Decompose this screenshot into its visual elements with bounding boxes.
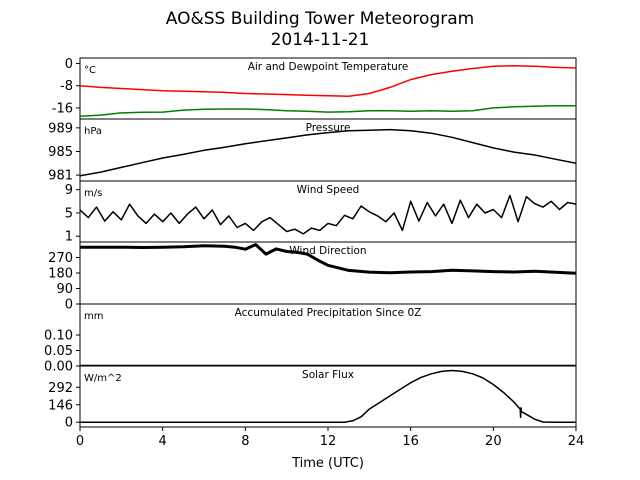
series-line-temperature-1	[80, 104, 576, 117]
x-tick-label: 20	[485, 434, 502, 449]
panel-precipitation: 0.000.050.10 mm Accumulated Precipitation …	[44, 303, 577, 375]
chart-title: AO&SS Building Tower Meteorogram	[166, 9, 474, 29]
y-tick-label: 989	[48, 121, 73, 136]
series-line-wind_speed-0	[80, 194, 576, 235]
y-tick-label: 5	[65, 206, 73, 221]
x-axis: 0 4 8 12 16 20 24	[76, 427, 584, 449]
x-tick-label: 4	[159, 434, 167, 449]
x-tick-label: 24	[568, 434, 585, 449]
x-tick-label: 12	[320, 434, 337, 449]
panel-title: Wind Direction	[289, 245, 366, 257]
y-tick-label: 0	[65, 57, 73, 72]
x-axis-label: Time (UTC)	[291, 456, 364, 471]
panel-title: Wind Speed	[297, 184, 360, 196]
chart-subtitle: 2014-11-21	[271, 30, 370, 50]
panel-title: Air and Dewpoint Temperature	[248, 61, 409, 73]
y-tick-label: 0	[65, 298, 73, 313]
y-tick-label: 90	[56, 282, 73, 297]
panel-unit-label: mm	[84, 311, 103, 322]
y-tick-label: 146	[48, 398, 73, 413]
series-line-temperature-0	[80, 65, 576, 98]
y-tick-label: 0.00	[44, 360, 73, 375]
panel-unit-label: hPa	[84, 126, 102, 137]
panel-wind_speed: 1 5 9 m/s Wind Speed	[65, 180, 577, 245]
x-tick-label: 0	[76, 434, 84, 449]
panel-title: Accumulated Precipitation Since 0Z	[235, 307, 422, 319]
x-tick-label: 16	[402, 434, 419, 449]
y-tick-label: 981	[48, 169, 73, 184]
panel-unit-label: m/s	[84, 188, 102, 199]
panel-solar_flux: 0 146 292 W/m^2 Solar Flux	[48, 365, 577, 431]
y-tick-label: 0.05	[44, 344, 73, 359]
series-line-pressure-0	[80, 128, 576, 177]
panel-title: Pressure	[306, 122, 351, 134]
series-line-solar_flux-0	[80, 369, 576, 423]
y-tick-label: 9	[65, 183, 73, 198]
y-tick-label: 985	[48, 145, 73, 160]
y-tick-label: 180	[48, 267, 73, 282]
x-tick-label: 8	[241, 434, 249, 449]
y-tick-label: 0.10	[44, 329, 73, 344]
y-tick-label: 270	[48, 251, 73, 266]
y-tick-label: 292	[48, 381, 73, 396]
y-tick-label: -8	[60, 79, 73, 94]
y-tick-label: 1	[65, 230, 73, 245]
panel-title: Solar Flux	[302, 369, 354, 381]
panel-unit-label: °C	[84, 65, 96, 76]
panels-group: 0-8-16°C Air and Dewpoint Temperature9819…	[44, 57, 577, 431]
panel-temperature: 0 -8 -16 °C Air and Dewpoint Temperature	[52, 57, 577, 120]
y-tick-label: 0	[65, 416, 73, 431]
panel-unit-label: W/m^2	[84, 373, 122, 384]
series-line-wind_direction-0	[80, 243, 576, 275]
panel-pressure: 981 985 989 hPa Pressure	[48, 118, 577, 184]
y-tick-label: -16	[52, 101, 73, 116]
